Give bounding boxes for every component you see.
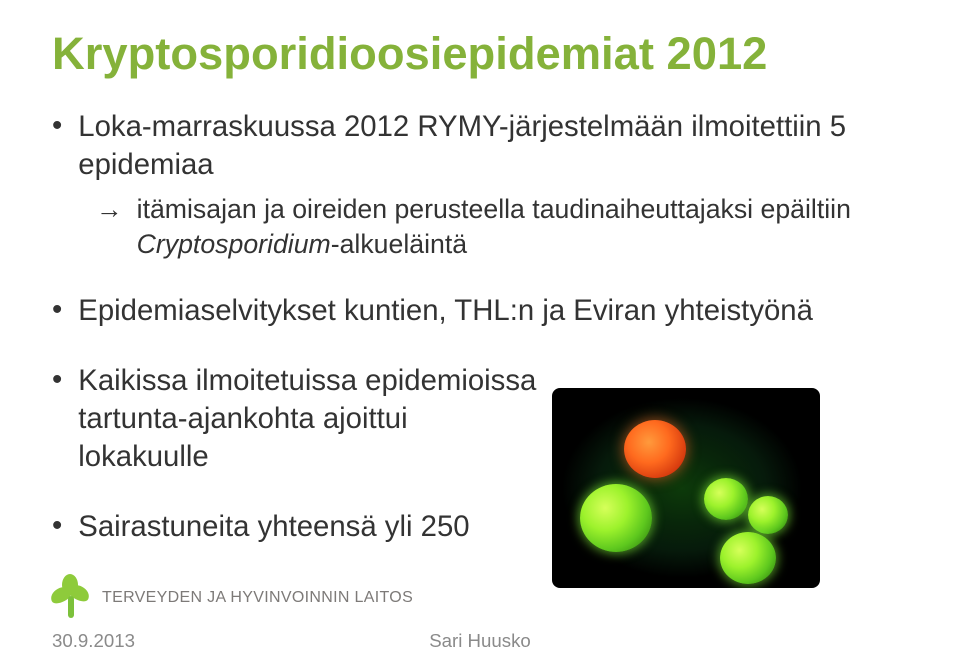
bullet-dot: •	[52, 508, 62, 545]
logo-text: TERVEYDEN JA HYVINVOINNIN LAITOS	[102, 589, 413, 607]
bullet-1-text: Loka-marraskuussa 2012 RYMY-järjestelmää…	[78, 108, 846, 184]
oocyst-green	[720, 532, 776, 584]
slide-footer: 30.9.2013 Sari Huusko	[0, 630, 960, 652]
slide-title: Kryptosporidioosiepidemiat 2012	[52, 28, 767, 80]
bullet-3-line1: Kaikissa ilmoitetuissa epidemioissa	[78, 364, 536, 397]
oocyst-green	[704, 478, 748, 520]
bullet-1: • Loka-marraskuussa 2012 RYMY-järjestelm…	[52, 108, 887, 184]
arrow-icon: →	[96, 192, 123, 227]
footer-date: 30.9.2013	[52, 630, 135, 652]
bullet-2-text: Epidemiaselvitykset kuntien, THL:n ja Ev…	[78, 292, 813, 330]
bullet-dot: •	[52, 108, 62, 145]
spacer	[52, 338, 887, 362]
oocyst-green	[580, 484, 652, 552]
bullet-1-sub-tail: -alkueläintä	[331, 229, 467, 259]
bullet-1-line2: epidemiaa	[78, 148, 213, 181]
bullet-1-sub-plain: itämisajan ja oireiden perusteella taudi…	[137, 194, 851, 224]
logo-stem	[68, 596, 74, 618]
org-logo: TERVEYDEN JA HYVINVOINNIN LAITOS	[52, 578, 413, 618]
bullet-dot: •	[52, 362, 62, 399]
bullet-2: • Epidemiaselvitykset kuntien, THL:n ja …	[52, 292, 887, 330]
logo-plant-icon	[52, 578, 88, 618]
bullet-3-text: Kaikissa ilmoitetuissa epidemioissa tart…	[78, 362, 536, 476]
slide: Kryptosporidioosiepidemiat 2012 • Loka-m…	[0, 0, 960, 666]
bullet-dot: •	[52, 292, 62, 329]
oocyst-red	[624, 420, 686, 478]
bullet-4-text: Sairastuneita yhteensä yli 250	[78, 508, 469, 546]
microscopy-bg	[552, 388, 820, 588]
bullet-1-sub-text: itämisajan ja oireiden perusteella taudi…	[137, 192, 851, 261]
spacer	[52, 268, 887, 292]
bullet-1-sub: → itämisajan ja oireiden perusteella tau…	[96, 192, 887, 261]
bullet-1-sub-italic: Cryptosporidium	[137, 229, 331, 259]
footer-author: Sari Huusko	[429, 630, 531, 652]
bullet-3-line3: lokakuulle	[78, 440, 208, 473]
microscopy-image	[552, 388, 820, 588]
bullet-3-line2: tartunta-ajankohta ajoittui	[78, 402, 407, 435]
bullet-1-line1: Loka-marraskuussa 2012 RYMY-järjestelmää…	[78, 110, 846, 143]
logo-leaf-icon	[62, 574, 78, 594]
oocyst-green	[748, 496, 788, 534]
